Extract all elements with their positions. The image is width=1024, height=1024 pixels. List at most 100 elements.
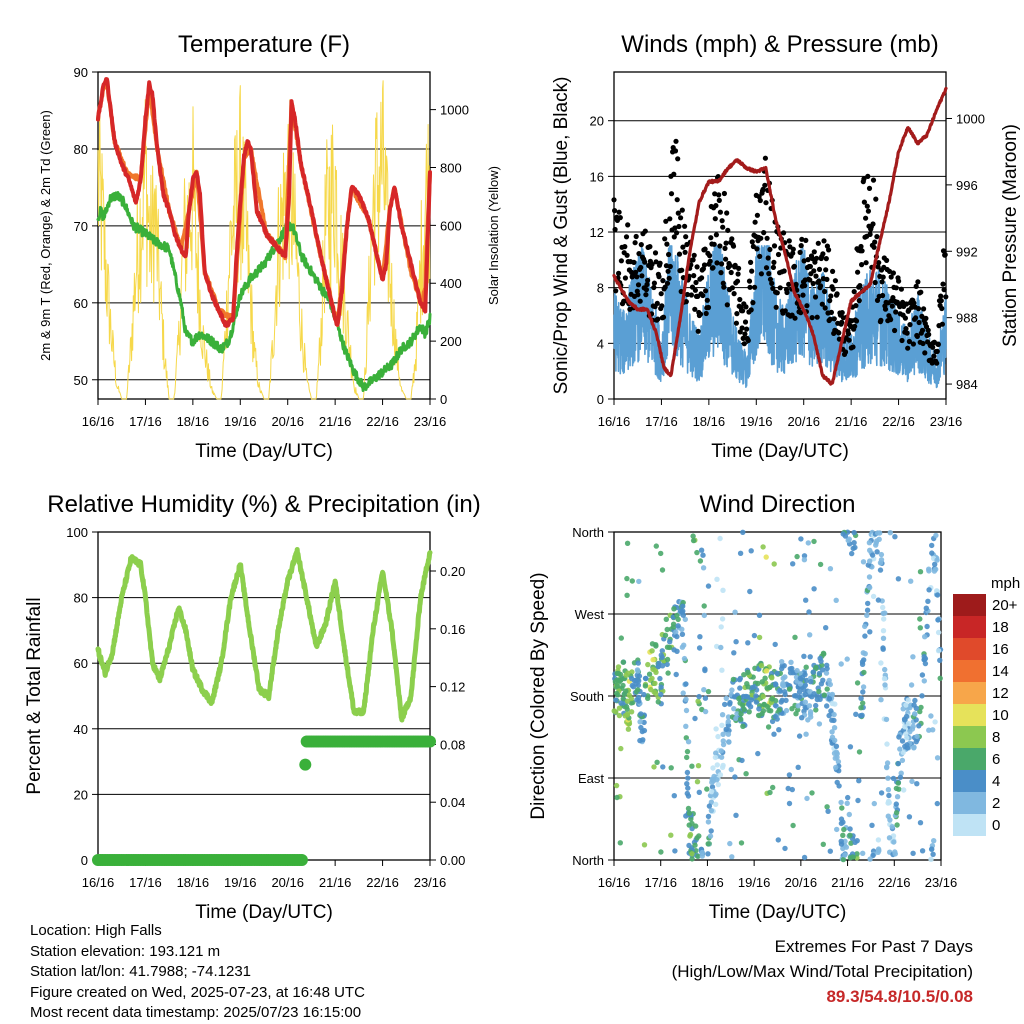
direction-point <box>926 587 932 593</box>
legend-swatch <box>953 726 986 748</box>
gust-point <box>899 337 905 344</box>
direction-point <box>875 837 882 843</box>
direction-point <box>779 659 785 665</box>
direction-point <box>624 592 630 598</box>
direction-point <box>827 566 834 572</box>
direction-point <box>658 691 664 698</box>
x-tick-label: 17/16 <box>129 414 162 429</box>
x-axis-label: Time (Day/UTC) <box>709 902 847 923</box>
direction-point <box>655 699 661 705</box>
direction-point <box>816 688 822 695</box>
direction-point <box>748 548 754 554</box>
gust-point <box>843 349 849 355</box>
gust-point <box>770 264 777 270</box>
gust-point <box>940 248 947 254</box>
direction-point <box>687 831 694 838</box>
gust-point <box>834 291 840 297</box>
direction-point <box>877 560 884 566</box>
gust-point <box>821 238 827 244</box>
gust-point <box>700 292 706 299</box>
direction-point <box>813 664 819 671</box>
gust-point <box>880 292 886 299</box>
direction-point <box>649 675 655 682</box>
direction-point <box>671 793 677 799</box>
direction-point <box>753 699 760 705</box>
direction-point <box>646 671 653 677</box>
direction-point <box>636 578 642 585</box>
direction-point <box>675 623 681 629</box>
direction-point <box>651 764 657 770</box>
gust-point <box>782 308 788 314</box>
gust-point <box>711 241 717 247</box>
x-tick-label: 19/16 <box>224 414 257 429</box>
x-tick-label: 22/16 <box>878 875 911 890</box>
gust-point <box>692 306 698 312</box>
right-tick-label: 200 <box>440 334 462 349</box>
direction-point <box>931 568 938 574</box>
gust-point <box>865 173 871 179</box>
gust-point <box>845 331 852 337</box>
x-tick-label: 23/16 <box>925 875 958 890</box>
gust-point <box>890 295 896 301</box>
direction-point <box>858 705 864 711</box>
gust-point <box>799 236 805 242</box>
gust-point <box>914 333 921 339</box>
legend-swatch <box>953 616 986 638</box>
gust-point <box>930 344 936 350</box>
legend-label: 0 <box>992 817 1000 834</box>
legend-label: 16 <box>992 641 1009 658</box>
direction-point <box>756 634 763 641</box>
gust-point <box>777 285 783 291</box>
gust-point <box>855 269 861 275</box>
gust-point <box>723 256 729 262</box>
direction-point <box>667 639 673 645</box>
direction-point <box>803 664 809 670</box>
y-axis-label: 2m & 9m T (Red, Orange) & 2m Td (Green) <box>38 110 53 361</box>
direction-point <box>653 643 659 649</box>
gust-point <box>943 294 949 300</box>
direction-point <box>725 714 732 720</box>
gust-point <box>667 263 673 270</box>
gust-point <box>730 243 737 249</box>
direction-point <box>922 655 929 662</box>
gust-point <box>740 308 746 314</box>
direction-point <box>797 681 804 687</box>
direction-point <box>798 536 804 542</box>
direction-point <box>905 720 912 727</box>
direction-point <box>698 547 705 553</box>
rainfall-point <box>424 735 436 748</box>
gust-point <box>682 249 688 255</box>
gust-point <box>682 223 688 229</box>
extremes-values: 89.3/54.8/10.5/0.08 <box>826 987 973 1006</box>
direction-point <box>838 841 845 847</box>
direction-point <box>758 663 765 669</box>
gust-point <box>734 278 741 284</box>
gust-point <box>940 281 946 287</box>
y-tick-label: 20 <box>74 787 88 802</box>
gust-point <box>802 283 808 289</box>
direction-point <box>790 561 796 567</box>
gust-point <box>672 225 678 231</box>
direction-point <box>930 727 936 733</box>
gust-point <box>710 265 716 271</box>
temp-2m-line <box>96 77 432 328</box>
direction-point <box>782 691 788 698</box>
gust-point <box>719 218 725 224</box>
y-axis-label: Direction (Colored By Speed) <box>528 572 549 819</box>
direction-point <box>866 540 873 546</box>
gust-point <box>903 301 910 307</box>
direction-point <box>886 792 892 799</box>
gust-point <box>913 283 919 289</box>
gust-point <box>749 239 755 245</box>
direction-point <box>686 810 693 816</box>
direction-point <box>642 675 649 682</box>
direction-point <box>659 648 665 654</box>
right-tick-label: 1000 <box>956 111 985 126</box>
gust-point <box>938 298 944 304</box>
right-tick-label: 0.20 <box>440 564 465 579</box>
direction-point <box>901 787 907 793</box>
direction-point <box>905 697 912 703</box>
direction-point <box>737 550 744 556</box>
direction-point <box>932 561 938 567</box>
gust-point <box>781 268 787 274</box>
